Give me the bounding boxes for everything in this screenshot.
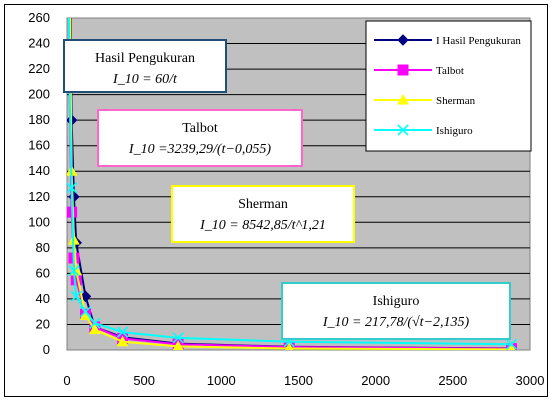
annotation-title: Talbot — [182, 121, 218, 136]
y-tick-label: 240 — [28, 36, 50, 51]
x-tick-label: 500 — [133, 373, 155, 388]
data-point — [89, 317, 101, 329]
data-point — [79, 306, 92, 318]
data-point — [172, 332, 184, 344]
data-point — [116, 335, 129, 347]
series-layer — [67, 18, 518, 350]
annotation-layer: Hasil Pengukuran I_10 = 60/t Talbot I_10 =3… — [63, 39, 511, 340]
data-point — [88, 323, 101, 335]
y-tick-label: 140 — [28, 163, 50, 178]
x-tick-label: 2500 — [438, 373, 467, 388]
y-tick-label: 260 — [28, 10, 50, 25]
data-point — [507, 343, 516, 350]
legend-entry: I Hasil Pengukuran — [374, 34, 521, 47]
data-point — [116, 326, 129, 338]
series-sherman — [67, 18, 516, 350]
data-point — [285, 342, 294, 350]
y-tick-label: 20 — [36, 316, 50, 331]
x-axis-ticks: 0 500 1000 1500 2000 2500 3000 — [63, 373, 544, 388]
y-tick-label: 100 — [28, 214, 50, 229]
annotation-formula: I_10 = 60/t — [112, 72, 178, 87]
legend-label: Talbot — [436, 65, 464, 77]
y-axis-ticks: 0 20 40 60 80 100 120 140 160 180 200 220 240 260 — [28, 10, 50, 357]
annotation-box: Talbot I_10 =3239,29/(t−0,055) — [97, 109, 303, 167]
legend-marker — [397, 93, 409, 105]
y-tick-label: 0 — [43, 342, 50, 357]
x-tick-label: 1500 — [284, 373, 313, 388]
data-point — [68, 265, 80, 277]
legend-marker — [397, 34, 409, 46]
legend-marker — [397, 64, 409, 76]
data-point — [505, 338, 518, 350]
series-line — [69, 18, 512, 350]
annotation-box: Hasil Pengukuran I_10 = 60/t — [63, 39, 227, 93]
legend-label: Ishiguro — [436, 125, 473, 137]
legend-label: I Hasil Pengukuran — [436, 35, 521, 47]
data-point — [70, 290, 82, 302]
annotation-box: Sherman I_10 = 8542,85/t^1,21 — [171, 185, 355, 243]
annotation-title: Hasil Pengukuran — [95, 51, 195, 66]
y-tick-label: 220 — [28, 61, 50, 76]
legend-entry: Ishiguro — [374, 124, 473, 137]
legend: I Hasil Pengukuran Talbot Sherman Ishiguro — [365, 20, 532, 152]
data-point — [67, 182, 78, 194]
y-tick-label: 180 — [28, 112, 50, 127]
annotation-title: Ishiguro — [373, 294, 420, 309]
data-point — [172, 340, 184, 350]
y-tick-label: 120 — [28, 189, 50, 204]
legend-label: Sherman — [436, 95, 476, 107]
legend-entry: Talbot — [374, 64, 464, 77]
y-tick-label: 200 — [28, 87, 50, 102]
y-tick-label: 160 — [28, 138, 50, 153]
annotation-formula: I_10 =3239,29/(t−0,055) — [128, 142, 271, 157]
annotation-formula: I_10 = 8542,85/t^1,21 — [199, 218, 326, 233]
x-tick-label: 0 — [63, 373, 70, 388]
annotation-title: Sherman — [238, 197, 288, 212]
legend-marker — [397, 124, 409, 136]
annotation-formula: I_10 = 217,78/(√t−2,135) — [322, 315, 470, 330]
x-tick-label: 3000 — [516, 373, 545, 388]
legend-entry: Sherman — [374, 93, 476, 107]
x-tick-label: 1000 — [207, 373, 236, 388]
x-tick-label: 2000 — [361, 373, 390, 388]
y-tick-label: 40 — [36, 291, 50, 306]
y-tick-label: 60 — [36, 265, 50, 280]
y-tick-label: 80 — [36, 240, 50, 255]
annotation-box: Ishiguro I_10 = 217,78/(√t−2,135) — [281, 282, 511, 340]
